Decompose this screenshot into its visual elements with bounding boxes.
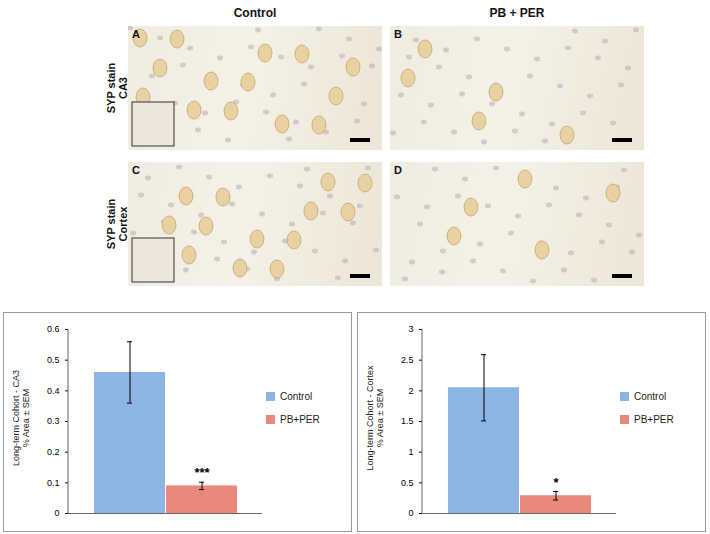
html-text:PB+PER: PB+PER — [280, 414, 320, 425]
html-text:Control: Control — [233, 6, 277, 20]
html-text:PB + PER: PB + PER — [489, 6, 545, 20]
html-text:C: C — [132, 164, 140, 176]
svg-text:1.5: 1.5 — [401, 416, 414, 426]
svg-text:2: 2 — [408, 386, 413, 396]
svg-text:0.3: 0.3 — [47, 416, 60, 426]
html-text:Control: Control — [280, 391, 313, 402]
html-text:A: A — [132, 28, 140, 40]
html-text:Control: Control — [634, 391, 667, 402]
html-text:B: B — [394, 28, 402, 40]
svg-text:3: 3 — [408, 324, 413, 334]
svg-text:0.1: 0.1 — [47, 478, 60, 488]
svg-text:0.4: 0.4 — [47, 386, 60, 396]
html-text:SYP stain CA3: SYP stain CA3 — [105, 62, 129, 114]
svg-text:0.6: 0.6 — [47, 324, 60, 334]
svg-text:2.5: 2.5 — [401, 355, 414, 365]
svg-text:1: 1 — [408, 447, 413, 457]
svg-text:0.5: 0.5 — [401, 478, 414, 488]
svg-text:0.2: 0.2 — [47, 447, 60, 457]
html-text:Long-term Cohort - Cortex % Ar: Long-term Cohort - Cortex % Area ± SEM — [365, 365, 385, 471]
html-text:D: D — [394, 164, 402, 176]
svg-text:0: 0 — [408, 508, 413, 518]
svg-text:*: * — [553, 475, 559, 490]
html-text:Long-term Cohort - CA3 % Area: Long-term Cohort - CA3 % Area ± SEM — [11, 370, 31, 466]
html-text:SYP stain Cortex: SYP stain Cortex — [105, 198, 129, 250]
svg-text:***: *** — [194, 465, 210, 480]
svg-text:0.5: 0.5 — [47, 355, 60, 365]
svg-text:0: 0 — [54, 508, 59, 518]
html-text:PB+PER: PB+PER — [634, 414, 674, 425]
